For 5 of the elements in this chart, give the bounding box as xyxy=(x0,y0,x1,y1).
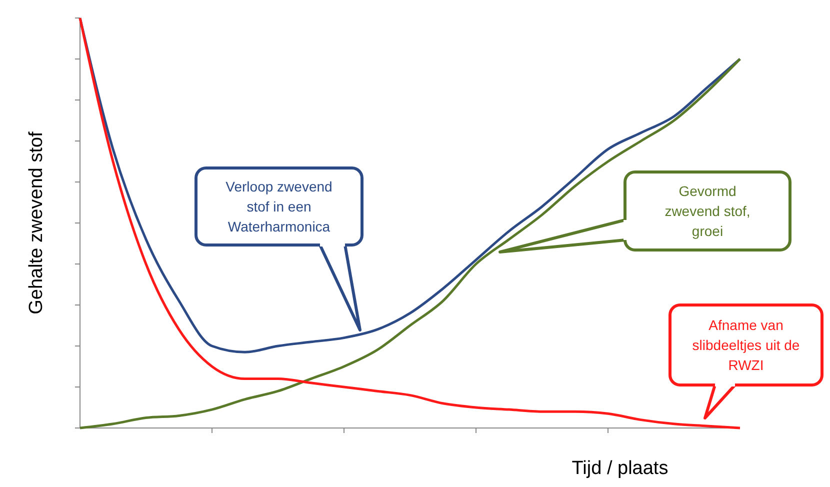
x-axis-title: Tijd / plaats xyxy=(572,458,668,479)
annotation: Afname van slibdeeltjes uit de RWZI xyxy=(692,317,800,373)
y-axis-title: Gehalte zwevend stof xyxy=(26,130,47,314)
annotation: Verloop zwevend stof in een Waterharmonica xyxy=(226,178,332,234)
annotation: Gevormd zwevend stof, groei xyxy=(664,183,750,239)
